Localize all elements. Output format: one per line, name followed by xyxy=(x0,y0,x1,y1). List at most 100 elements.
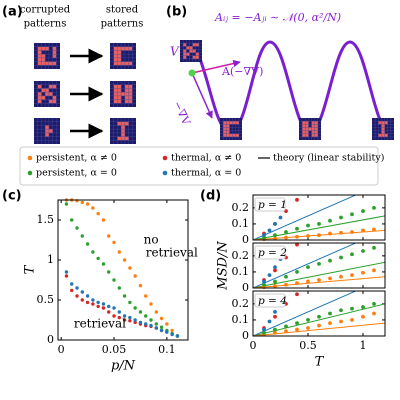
pattern-pixel xyxy=(124,95,129,100)
pattern-pixel xyxy=(192,55,196,60)
data-point xyxy=(117,286,122,290)
pattern-pixel xyxy=(48,99,53,104)
data-point xyxy=(267,273,272,278)
pattern-icon xyxy=(110,43,136,69)
pattern-pixel xyxy=(41,57,46,62)
potential-curve xyxy=(185,40,391,134)
legend xyxy=(19,146,379,186)
pattern-pixel xyxy=(41,61,46,66)
pattern-pixel xyxy=(128,92,133,97)
pattern-pixel xyxy=(121,125,126,130)
pattern-icon xyxy=(110,81,136,107)
axes-frame xyxy=(57,199,189,341)
axes-frame xyxy=(252,242,386,289)
pattern-pixel xyxy=(305,133,309,138)
pattern-pixel xyxy=(381,130,385,134)
data-point xyxy=(80,200,85,205)
data-point xyxy=(284,230,288,234)
pattern-pixel xyxy=(45,129,50,134)
pattern-pixel xyxy=(121,129,126,134)
data-point xyxy=(85,300,90,305)
pattern-pixel xyxy=(302,121,306,125)
data-point xyxy=(149,302,153,306)
pattern-pixel xyxy=(311,124,315,128)
legend-marker xyxy=(162,155,168,161)
pattern-pixel xyxy=(113,61,118,66)
pattern-pixel xyxy=(305,130,309,134)
force-arrow xyxy=(191,59,241,74)
data-point xyxy=(350,212,354,217)
pattern-pixel xyxy=(232,121,236,125)
data-point xyxy=(159,328,164,333)
y-tick-label: 0.1 xyxy=(232,265,250,278)
data-point xyxy=(295,281,299,286)
data-point xyxy=(107,234,111,238)
data-point xyxy=(154,310,158,314)
pattern-pixel xyxy=(45,132,50,137)
data-point xyxy=(372,311,376,316)
data-point xyxy=(317,261,321,266)
pattern-pixel xyxy=(124,61,129,66)
pattern-pixel xyxy=(189,49,193,53)
data-point xyxy=(317,323,321,328)
y-tick-label: 0 xyxy=(242,233,249,246)
pattern-pixel xyxy=(48,84,53,89)
pattern-pixel xyxy=(113,50,118,55)
pattern-pixel xyxy=(117,99,122,104)
pattern-pixel xyxy=(48,92,53,97)
gradient-label: −∇V xyxy=(171,99,194,128)
pattern-pixel xyxy=(192,49,196,53)
pattern-pixel xyxy=(117,136,122,141)
data-point xyxy=(339,255,343,260)
data-point xyxy=(112,278,116,282)
pattern-pixel xyxy=(195,52,200,56)
pattern-pixel xyxy=(117,95,122,100)
pattern-pixel xyxy=(113,54,118,59)
pattern-icon xyxy=(180,40,202,62)
data-point xyxy=(328,321,332,326)
data-point xyxy=(70,218,74,222)
data-point xyxy=(128,315,132,320)
data-point xyxy=(159,325,164,329)
pattern-pixel xyxy=(311,130,315,134)
data-point xyxy=(85,242,90,246)
data-point xyxy=(372,205,376,210)
data-point xyxy=(154,322,158,326)
panel-annotation: p = 1 xyxy=(258,199,287,211)
theory-line xyxy=(253,243,357,288)
data-point xyxy=(317,233,321,238)
data-point xyxy=(317,222,321,226)
data-point xyxy=(273,314,277,319)
data-point xyxy=(273,265,277,270)
data-point xyxy=(284,282,288,287)
pattern-pixel xyxy=(37,99,42,104)
y-tick-label: 0.1 xyxy=(232,217,250,230)
pattern-pixel xyxy=(124,92,129,97)
data-point xyxy=(91,206,95,210)
y-tick-label: 1 xyxy=(47,253,54,266)
data-point xyxy=(128,300,132,305)
data-point xyxy=(328,218,332,223)
data-point xyxy=(101,218,106,222)
pattern-pixel xyxy=(302,124,306,128)
pattern-pixel xyxy=(113,84,118,89)
pattern-pixel xyxy=(314,133,319,138)
pattern-pixel xyxy=(229,133,233,138)
pattern-pixel xyxy=(311,127,315,131)
pattern-pixel xyxy=(381,127,385,131)
data-point xyxy=(107,310,111,314)
pattern-pixel xyxy=(128,95,133,100)
data-point xyxy=(273,330,277,335)
data-point xyxy=(350,273,354,278)
data-point xyxy=(117,315,122,320)
data-point xyxy=(107,304,111,309)
pattern-pixel xyxy=(52,54,57,59)
pattern-pixel xyxy=(45,88,50,93)
data-point xyxy=(107,270,111,274)
pattern-pixel xyxy=(226,121,230,125)
data-point xyxy=(267,228,272,233)
pattern-pixel xyxy=(52,95,57,100)
pattern-pixel xyxy=(302,127,306,131)
data-point xyxy=(122,294,127,298)
legend-label: persistent, α = 0 xyxy=(36,168,117,179)
